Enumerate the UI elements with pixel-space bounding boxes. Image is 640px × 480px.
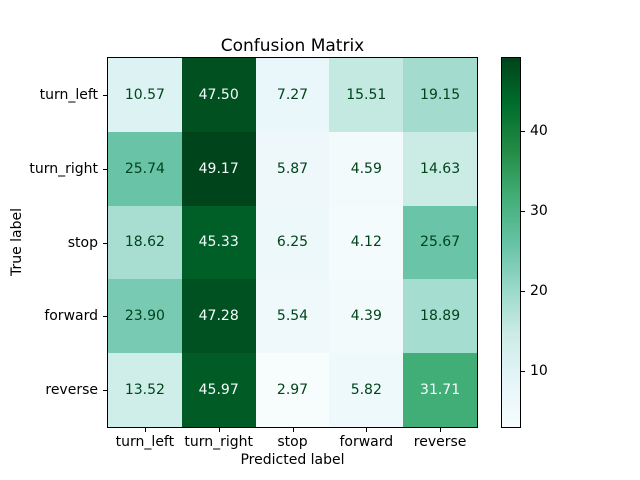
colorbar-tick-label: 30 xyxy=(530,203,548,220)
y-tick-mark xyxy=(103,168,107,170)
y-tick-mark xyxy=(103,316,107,318)
heatmap-cell: 2.97 xyxy=(255,353,330,427)
x-tick-label: turn_left xyxy=(115,434,175,450)
heatmap-cell: 19.15 xyxy=(403,58,477,132)
heatmap-cell: 5.87 xyxy=(255,131,330,206)
x-tick-mark xyxy=(292,428,294,432)
x-tick-label: stop xyxy=(277,434,308,450)
colorbar-tick-label: 40 xyxy=(530,123,548,140)
heatmap-cell: 45.33 xyxy=(181,205,256,280)
heatmap-cell: 4.39 xyxy=(329,279,404,354)
x-tick-label: reverse xyxy=(413,434,467,450)
colorbar-tick-mark xyxy=(521,211,525,213)
x-tick-mark xyxy=(440,428,442,432)
x-tick-mark xyxy=(218,428,220,432)
heatmap-cell: 25.67 xyxy=(403,205,477,280)
x-axis-label: Predicted label xyxy=(240,452,345,468)
heatmap-cell: 14.63 xyxy=(403,131,477,206)
colorbar-tick-mark xyxy=(521,131,525,133)
colorbar xyxy=(501,57,521,428)
y-tick-mark xyxy=(103,94,107,96)
heatmap-cell: 15.51 xyxy=(329,58,404,132)
heatmap-cell: 10.57 xyxy=(108,58,182,132)
heatmap-cell: 31.71 xyxy=(403,353,477,427)
heatmap-cell: 13.52 xyxy=(108,353,182,427)
colorbar-tick-label: 20 xyxy=(530,282,548,299)
heatmap-cell: 4.59 xyxy=(329,131,404,206)
heatmap-cell: 4.12 xyxy=(329,205,404,280)
x-tick-label: turn_right xyxy=(184,434,254,450)
heatmap-cell: 5.82 xyxy=(329,353,404,427)
heatmap-cell: 6.25 xyxy=(255,205,330,280)
heatmap-cell: 23.90 xyxy=(108,279,182,354)
heatmap-cell: 25.74 xyxy=(108,131,182,206)
heatmap-cell: 45.97 xyxy=(181,353,256,427)
heatmap-cell: 49.17 xyxy=(181,131,256,206)
heatmap-cell: 47.50 xyxy=(181,58,256,132)
y-tick-label: forward xyxy=(44,308,98,325)
x-tick-mark xyxy=(366,428,368,432)
colorbar-tick-mark xyxy=(521,290,525,292)
heatmap-cell: 18.89 xyxy=(403,279,477,354)
heatmap-cell: 18.62 xyxy=(108,205,182,280)
heatmap-plot-area: 10.57 47.50 7.27 15.51 19.15 25.74 49.17 5.87 4.… xyxy=(107,57,478,428)
chart-title: Confusion Matrix xyxy=(220,36,365,56)
y-tick-label: stop xyxy=(67,234,98,251)
x-tick-mark xyxy=(144,428,146,432)
x-tick-label: forward xyxy=(339,434,394,450)
y-tick-label: turn_left xyxy=(39,86,98,103)
y-tick-label: turn_right xyxy=(29,160,98,177)
heatmap-cell: 47.28 xyxy=(181,279,256,354)
colorbar-tick-label: 10 xyxy=(530,362,548,379)
y-tick-label: reverse xyxy=(45,382,98,399)
heatmap-cell: 5.54 xyxy=(255,279,330,354)
y-tick-mark xyxy=(103,242,107,244)
heatmap-cell: 7.27 xyxy=(255,58,330,132)
y-tick-mark xyxy=(103,390,107,392)
colorbar-tick-mark xyxy=(521,370,525,372)
